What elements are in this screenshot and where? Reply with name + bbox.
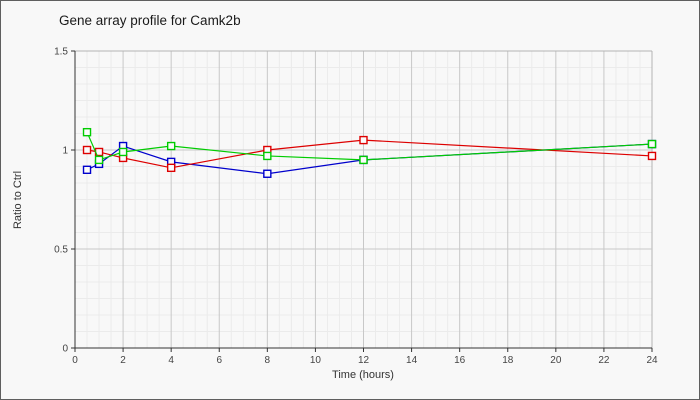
data-point-red [359,135,368,145]
x-tick-label: 14 [406,355,418,366]
y-tick-label: 0.5 [54,245,68,256]
data-point-red [647,151,657,161]
data-point-green [118,147,128,157]
data-point-green [166,141,176,151]
chart-title: Gene array profile for Camk2b [59,13,241,28]
x-tick-label: 10 [310,355,322,366]
data-point-green [359,155,368,165]
data-point-green [82,127,92,137]
x-axis-title: Time (hours) [332,369,394,381]
x-tick-label: 4 [168,355,174,366]
x-tick-label: 22 [598,355,610,366]
y-tick-label: 1 [62,146,68,157]
x-tick-label: 12 [358,355,370,366]
x-tick-label: 18 [502,355,514,366]
y-tick-label: 1.5 [54,47,68,58]
x-tick-label: 6 [216,355,222,366]
data-point-green [263,151,272,161]
x-tick-label: 0 [72,355,78,366]
y-tick-label: 0 [62,344,68,355]
data-point-red [82,145,92,155]
data-point-blue [82,165,92,175]
x-tick-label: 20 [550,355,562,366]
x-tick-label: 8 [265,355,271,366]
x-tick-label: 16 [454,355,466,366]
x-tick-label: 2 [120,355,126,366]
data-point-blue [263,169,272,178]
data-point-red [166,163,176,173]
data-point-green [647,139,657,149]
x-tick-label: 24 [646,355,658,366]
data-point-green [94,155,104,165]
